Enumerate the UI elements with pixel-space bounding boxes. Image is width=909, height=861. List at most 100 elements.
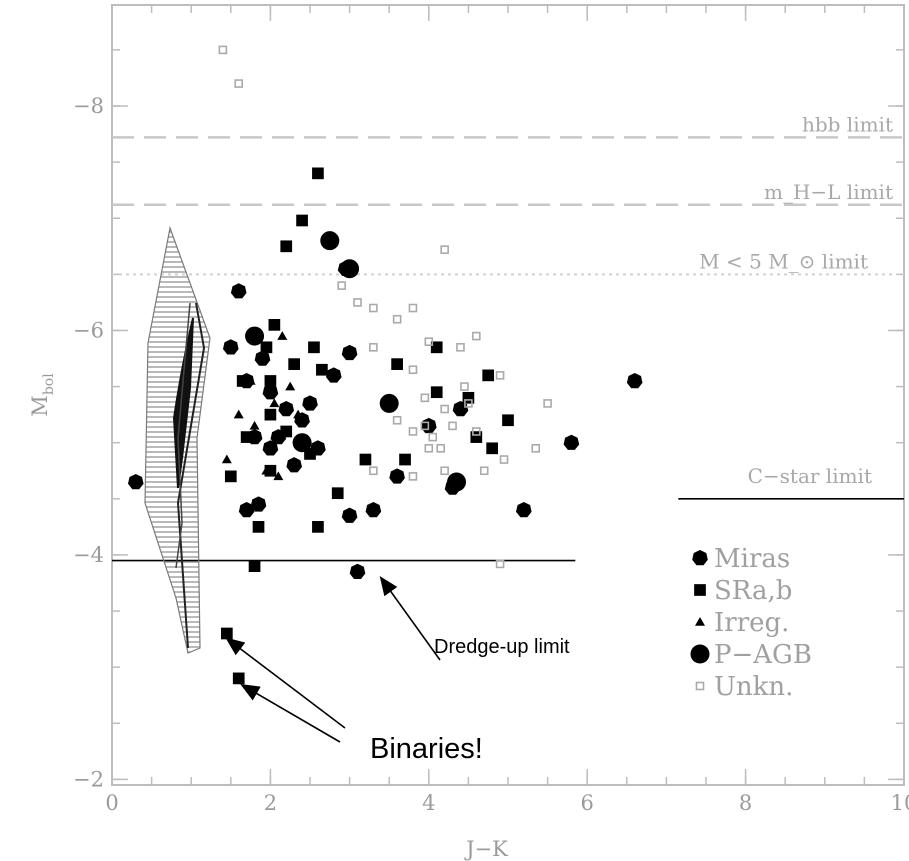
point-unkn [479,466,489,476]
point-sra-b [502,414,514,427]
point-unkn [448,421,457,431]
x-tick-label: 8 [739,791,752,815]
point-unkn [440,404,449,414]
point-sra-b [430,386,443,399]
x-tick-label: 10 [891,791,909,815]
point-unkn [353,298,362,307]
point-sra-b [316,363,328,376]
point-unkn [460,382,469,391]
point-sra-b [486,442,499,455]
point-unkn [424,444,434,453]
point-sra-b [264,464,277,477]
dredge-up-arrow [379,576,441,661]
point-sra-b [296,214,308,227]
y-tick-label: −6 [73,318,104,342]
svg-text:Mbol: Mbol [28,373,57,417]
point-miras [341,507,358,523]
point-miras [286,457,302,473]
point-miras [302,395,318,411]
point-unkn [408,427,418,436]
point-unkn [234,79,244,88]
point-miras [389,468,405,484]
point-unkn [472,331,481,341]
point-sra-b [288,358,301,370]
point-p-agb [292,433,312,453]
point-p-agb [379,393,399,413]
point-sra-b [308,341,320,354]
point-sra-b [264,375,277,387]
y-tick-label: −2 [73,767,104,791]
point-unkn [472,427,481,436]
evolutionary-track-line [176,302,206,649]
point-unkn [440,466,449,476]
track-region [144,225,211,654]
point-irreg [261,465,272,475]
x-tick-label: 4 [422,791,435,815]
point-irreg [273,471,284,481]
point-sra-b [430,341,443,354]
point-sra-b [280,425,293,438]
limit-label: M < 5 M_⊙ limit [699,249,868,273]
point-sra-b [260,341,273,354]
point-miras [365,502,382,518]
point-sra-b [312,521,324,533]
point-miras [278,401,294,417]
point-unkn [408,303,418,313]
point-sra-b [312,167,324,180]
point-miras [254,350,271,366]
legend-marker-unkn [695,681,705,691]
y-axis-label-main: M [28,395,52,417]
point-irreg [233,409,244,419]
point-miras [626,373,643,389]
x-tick-label: 0 [105,791,118,815]
point-p-agb [340,259,360,279]
point-irreg [293,409,304,419]
point-unkn [369,343,378,352]
point-unkn [369,303,378,313]
point-sra-b [224,470,237,483]
point-unkn [495,559,505,569]
binaries-label: Binaries! [370,733,483,765]
point-miras [128,474,144,490]
point-sra-b [470,431,483,443]
point-unkn [499,455,509,464]
y-tick-label: −4 [73,543,104,567]
point-sra-b [252,521,265,533]
point-irreg [249,420,260,430]
point-sra-b [248,560,261,573]
point-miras [516,502,532,518]
legend-label-p-agb: P−AGB [714,640,812,670]
evolutionary-track-line-2 [175,302,191,569]
legend-marker-sra-b [694,584,706,596]
point-sra-b [359,453,372,466]
point-irreg [277,331,288,340]
limit-label: hbb limit [802,112,893,136]
point-unkn [369,466,378,476]
y-tick-label: −8 [73,94,104,118]
point-unkn [456,343,465,352]
point-miras [326,367,342,383]
point-sra-b [482,369,495,382]
point-miras [341,344,358,361]
point-irreg [245,375,256,385]
point-sra-b [399,453,411,466]
point-unkn [420,421,430,431]
point-unkn [392,415,402,425]
point-p-agb [320,231,340,251]
limit-lines: hbb limit m_H−L limit M < 5 M_⊙ limit C−sta… [112,112,904,562]
legend-marker-miras [692,550,708,566]
axis-ticks: 0 2 4 6 8 10 −2 −4 −6 −8 [73,5,909,815]
legend-marker-irreg [695,617,705,626]
point-sra-b [280,240,293,253]
point-unkn [464,399,473,408]
point-unkn [543,399,552,408]
point-unkn [408,365,418,375]
point-miras [349,563,366,579]
point-unkn [495,371,505,380]
point-p-agb [245,326,265,346]
legend-label-unkn: Unkn. [714,672,793,702]
annotations: Dredge-up limit Binaries! [225,576,570,765]
point-sra-b [240,431,253,443]
